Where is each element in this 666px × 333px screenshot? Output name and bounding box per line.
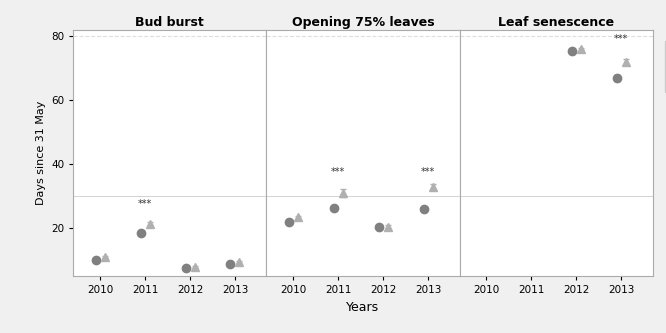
Y-axis label: Days since 31 May: Days since 31 May [35, 101, 45, 205]
Title: Leaf senescence: Leaf senescence [498, 16, 614, 29]
Text: ***: *** [138, 199, 153, 209]
Title: Bud burst: Bud burst [135, 16, 204, 29]
Text: ***: *** [614, 34, 628, 44]
Title: Opening 75% leaves: Opening 75% leaves [292, 16, 434, 29]
X-axis label: Years: Years [346, 301, 380, 314]
Text: ***: *** [421, 167, 435, 177]
Text: ***: *** [331, 167, 346, 177]
